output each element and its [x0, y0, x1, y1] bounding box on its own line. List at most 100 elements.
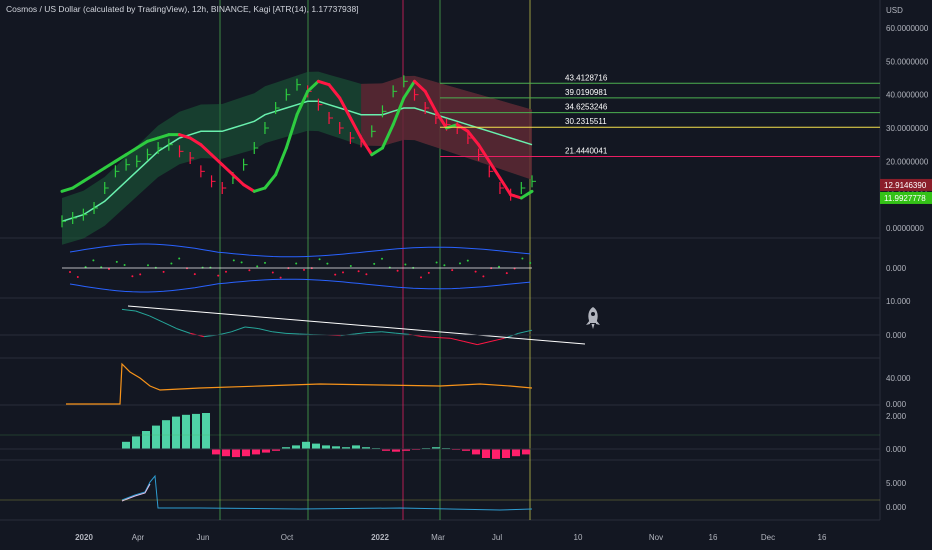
histogram-bar — [222, 449, 230, 457]
histogram-bar — [512, 449, 520, 457]
osc1-dot — [334, 273, 337, 276]
y-tick-label: 2.000 — [886, 412, 907, 421]
osc5-line — [121, 474, 533, 511]
x-tick-label: Dec — [761, 533, 775, 542]
osc2-segment — [490, 337, 505, 342]
histogram-bar — [132, 436, 140, 449]
osc2-segment — [285, 332, 300, 335]
y-tick-label: 50.0000000 — [886, 57, 929, 66]
kagi-line — [60, 79, 534, 200]
histogram-bar — [122, 441, 130, 449]
kagi-segment — [178, 133, 192, 140]
histogram-bar — [302, 441, 310, 449]
x-tick-label: Jul — [492, 533, 502, 542]
osc1-dot — [225, 270, 227, 273]
osc1-dot — [115, 260, 118, 263]
histogram-bar — [362, 447, 370, 449]
osc2-segment — [121, 308, 136, 312]
x-tick-label: 16 — [709, 533, 718, 542]
osc1-dot — [193, 273, 196, 276]
osc1-dot — [147, 264, 149, 267]
level-label: 30.2315511 — [565, 117, 607, 126]
osc1-dot — [279, 276, 282, 279]
histogram-bar — [162, 420, 170, 449]
kagi-segment — [327, 83, 342, 100]
osc1-dot — [256, 265, 259, 268]
osc1-dot — [162, 270, 165, 273]
price-axis[interactable]: USD 60.0000000 50.0000000 40.0000000 30.0000… — [880, 6, 932, 512]
osc1-dot — [303, 268, 305, 271]
kagi-segment — [380, 123, 395, 150]
kagi-segment — [509, 193, 523, 200]
histogram-bar — [352, 445, 360, 449]
kagi-segment — [71, 179, 85, 190]
level-label: 43.4128716 — [565, 73, 608, 82]
time-axis[interactable]: 2020 Apr Jun Oct 2022 Mar Jul 10 Nov 16 Dec 16 — [75, 533, 827, 542]
level-label: 34.6253246 — [565, 103, 608, 112]
kagi-segment — [231, 173, 246, 187]
osc1-dot — [427, 271, 430, 274]
histogram-bar — [242, 449, 250, 457]
histogram-bar — [152, 425, 160, 449]
osc2-segment — [367, 331, 382, 333]
kagi-segment — [348, 116, 363, 140]
x-tick-label: Oct — [281, 533, 294, 542]
rocket-icon — [586, 307, 600, 329]
kagi-segment — [81, 173, 96, 183]
price-bars — [61, 75, 536, 228]
kagi-segment — [263, 173, 278, 190]
histogram-bar — [522, 449, 530, 455]
histogram-bar — [202, 413, 210, 449]
histogram-bar — [342, 447, 350, 449]
kagi-segment — [135, 139, 149, 150]
kagi-segment — [498, 176, 513, 197]
osc1-dot — [342, 271, 344, 274]
chart-title[interactable]: Cosmos / US Dollar (calculated by Tradin… — [6, 4, 359, 14]
osc2-segment — [381, 331, 396, 334]
ribbon-mid — [61, 100, 533, 223]
osc1-dot — [381, 257, 383, 260]
osc1-dot — [76, 276, 79, 279]
y-tick-label: 0.000 — [886, 331, 907, 340]
kagi-segment — [145, 136, 160, 143]
osc1-dot — [529, 262, 532, 265]
osc1-dot — [271, 271, 274, 274]
osc1-dot — [131, 275, 134, 278]
kagi-segment — [295, 89, 310, 117]
y-tick-label: 5.000 — [886, 479, 907, 488]
osc2-segment — [449, 337, 464, 342]
histogram-bar — [252, 449, 260, 455]
histogram-bar — [502, 449, 510, 458]
y-tick-label: 0.000 — [886, 445, 907, 454]
osc3-line — [66, 362, 533, 405]
kagi-segment — [252, 186, 267, 193]
osc2-segment — [149, 315, 164, 323]
osc1-dot — [396, 269, 399, 272]
histogram-bar — [492, 449, 500, 459]
oscillator-5-panel — [0, 474, 880, 511]
osc2-segment — [162, 321, 177, 330]
osc2-segment — [258, 328, 273, 333]
y-tick-label: 40.000 — [886, 374, 911, 383]
oscillator-1-panel — [62, 243, 532, 293]
y-tick-label: 20.0000000 — [886, 157, 929, 166]
osc1-dot — [295, 262, 298, 265]
y-tick-label: 10.000 — [886, 297, 911, 306]
osc1-dot — [232, 259, 235, 262]
last-price-label: 12.9146390 — [884, 181, 927, 190]
kagi-segment — [434, 109, 449, 130]
osc2-segment — [463, 340, 478, 346]
y-tick-label: 60.0000000 — [886, 24, 929, 33]
osc1-lower-band — [69, 278, 531, 293]
kagi-segment — [338, 96, 352, 120]
histogram-bar — [312, 443, 320, 449]
y-tick-label: 0.000 — [886, 264, 907, 273]
kagi-segment — [306, 79, 320, 93]
histogram-bar — [402, 449, 410, 451]
osc1-dot — [178, 257, 181, 260]
level-label: 21.4440041 — [565, 147, 608, 156]
histogram-bar — [182, 414, 190, 449]
y-tick-label: 0.000 — [886, 503, 907, 512]
kagi-segment — [284, 113, 299, 150]
